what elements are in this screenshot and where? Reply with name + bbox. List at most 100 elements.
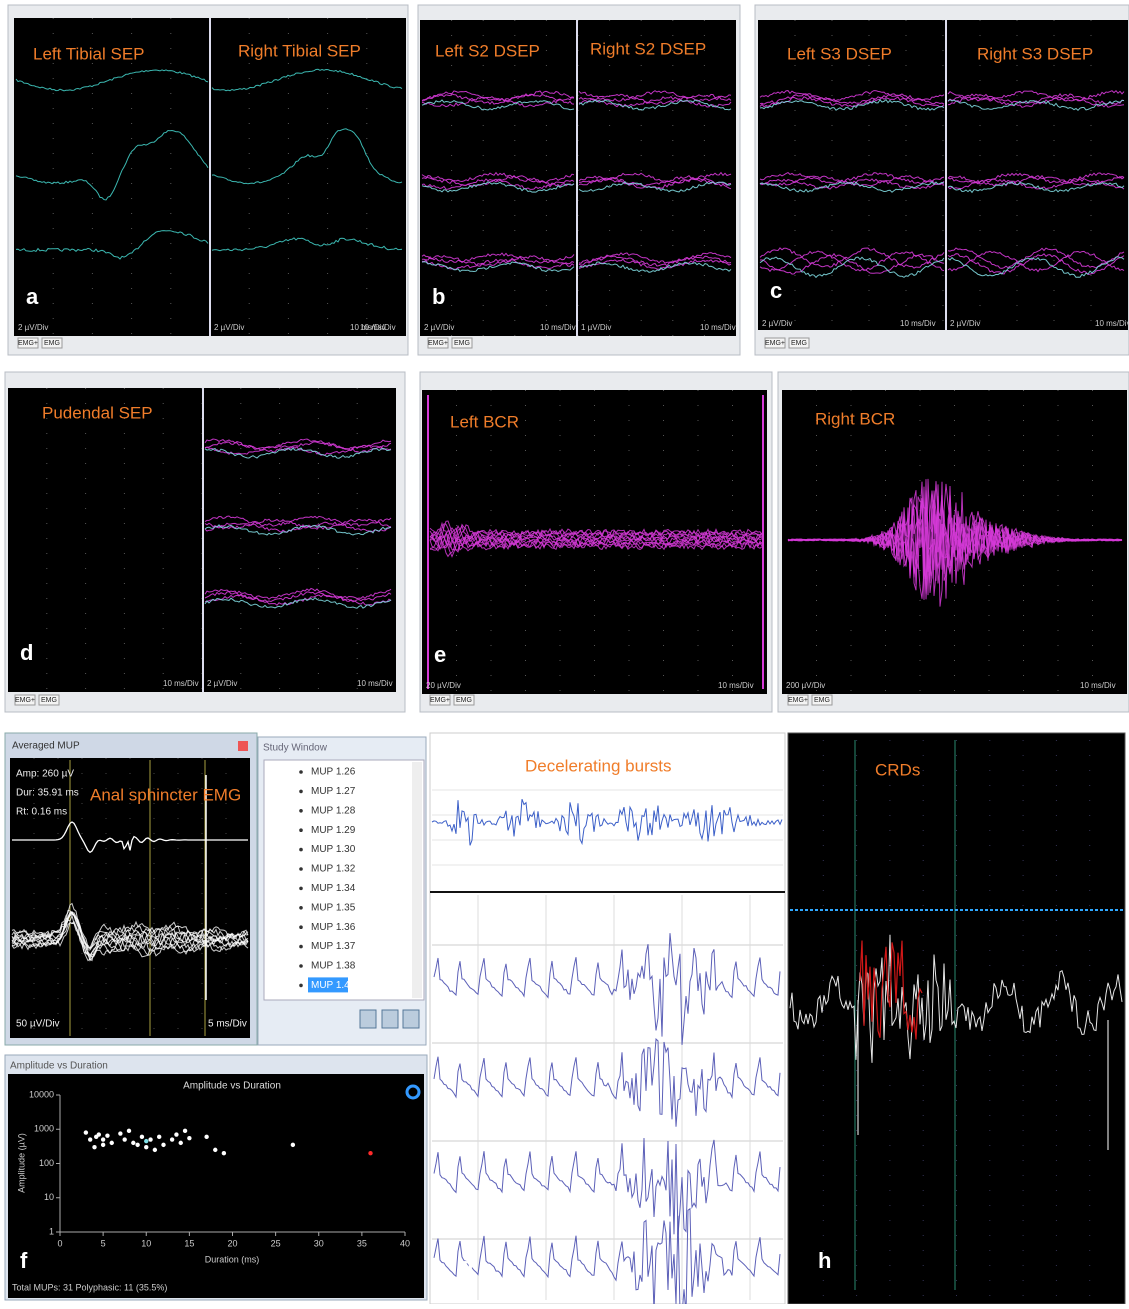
button[interactable] bbox=[453, 694, 475, 706]
panel-title: Right S3 DSEP bbox=[977, 44, 1093, 63]
trace bbox=[578, 180, 732, 193]
trace bbox=[421, 174, 575, 188]
trace bbox=[433, 933, 781, 1045]
y-tick-label: 100 bbox=[39, 1158, 54, 1168]
button[interactable] bbox=[17, 337, 39, 349]
trace bbox=[204, 518, 392, 530]
nav-button[interactable] bbox=[402, 1009, 420, 1029]
button-label[interactable]: EMG bbox=[456, 697, 472, 704]
y-tick-label: 1 bbox=[49, 1226, 54, 1236]
list-item[interactable]: MUP 1.32 bbox=[311, 864, 356, 875]
trace bbox=[431, 799, 783, 846]
list-item[interactable]: MUP 1.34 bbox=[311, 883, 356, 894]
button[interactable] bbox=[41, 337, 63, 349]
list-item[interactable]: MUP 1.35 bbox=[311, 902, 356, 913]
nav-button[interactable] bbox=[381, 1009, 399, 1029]
button-label[interactable]: EMG bbox=[41, 697, 57, 704]
x-tick-label: 15 bbox=[184, 1238, 194, 1248]
list-item[interactable]: MUP 1.30 bbox=[311, 844, 356, 855]
button-label[interactable]: EMG+ bbox=[428, 340, 448, 347]
button[interactable] bbox=[811, 694, 833, 706]
button-label[interactable]: EMG bbox=[44, 340, 60, 347]
button[interactable] bbox=[429, 694, 451, 706]
trace bbox=[204, 444, 392, 456]
x-tick-label: 10 bbox=[141, 1238, 151, 1248]
button-label[interactable]: EMG+ bbox=[430, 697, 450, 704]
scale-label: 2 µV/Div bbox=[18, 323, 48, 332]
button-label[interactable]: EMG bbox=[454, 340, 470, 347]
trace bbox=[429, 532, 763, 552]
button-label[interactable]: EMG+ bbox=[765, 340, 785, 347]
trace bbox=[759, 181, 945, 193]
panel-title: CRDs bbox=[875, 760, 920, 779]
trace bbox=[421, 90, 575, 102]
trace bbox=[421, 252, 575, 264]
window-header: Averaged MUP bbox=[12, 741, 80, 752]
trace bbox=[421, 93, 575, 105]
trace bbox=[211, 128, 403, 185]
trace bbox=[421, 181, 575, 193]
scrollbar bbox=[412, 762, 422, 998]
plot-area bbox=[758, 20, 1128, 330]
scale-label: 10 ms/Div bbox=[540, 323, 576, 332]
point bbox=[126, 1128, 132, 1134]
scale-label: 2 µV/Div bbox=[207, 679, 237, 688]
point bbox=[221, 1150, 227, 1156]
trace bbox=[433, 1137, 781, 1235]
point bbox=[100, 1142, 106, 1148]
button-label[interactable]: EMG+ bbox=[15, 697, 35, 704]
button[interactable] bbox=[764, 337, 786, 349]
button[interactable] bbox=[38, 694, 60, 706]
button-label[interactable]: EMG+ bbox=[18, 340, 38, 347]
point bbox=[204, 1134, 209, 1140]
trace bbox=[759, 172, 945, 184]
button-label[interactable]: EMG+ bbox=[788, 697, 808, 704]
list-item[interactable]: MUP 1.37 bbox=[311, 941, 356, 952]
list-item[interactable]: MUP 1.27 bbox=[311, 786, 356, 797]
bullet bbox=[299, 847, 303, 852]
trace bbox=[204, 524, 392, 536]
bullet bbox=[299, 964, 303, 968]
panel-letter: a bbox=[26, 284, 39, 309]
list-item[interactable]: MUP 1.26 bbox=[311, 767, 356, 778]
trace bbox=[578, 99, 732, 111]
point bbox=[118, 1131, 123, 1136]
trace bbox=[947, 172, 1125, 184]
panel-title: Left S2 DSEP bbox=[435, 41, 540, 60]
list-item[interactable]: MUP 1.29 bbox=[311, 825, 356, 836]
list-item[interactable]: MUP 1.28 bbox=[311, 805, 356, 816]
close-button[interactable] bbox=[238, 741, 248, 751]
settings-icon[interactable] bbox=[405, 1084, 421, 1100]
x-tick-label: 35 bbox=[357, 1238, 367, 1248]
button[interactable] bbox=[787, 694, 809, 706]
bullet bbox=[299, 789, 303, 794]
trace bbox=[759, 178, 945, 190]
scale-label: 10 ms/Div bbox=[1080, 681, 1116, 690]
list-item[interactable]: MUP 1.41 bbox=[311, 980, 356, 991]
trace bbox=[433, 1038, 781, 1127]
nav-button[interactable] bbox=[359, 1009, 377, 1029]
point bbox=[213, 1147, 218, 1153]
button-label[interactable]: EMG bbox=[791, 340, 807, 347]
scale-label: 200 µV/Div bbox=[786, 681, 825, 690]
list-item[interactable]: MUP 1.36 bbox=[311, 922, 356, 933]
point bbox=[139, 1134, 145, 1140]
point bbox=[187, 1135, 192, 1141]
trace bbox=[578, 178, 732, 190]
button[interactable] bbox=[14, 694, 36, 706]
button[interactable] bbox=[788, 337, 810, 349]
selected-item[interactable] bbox=[308, 977, 348, 993]
button[interactable] bbox=[451, 337, 473, 349]
trace bbox=[578, 255, 732, 267]
point bbox=[144, 1144, 149, 1150]
trace bbox=[15, 230, 209, 260]
trace bbox=[204, 521, 392, 533]
x-tick-label: 20 bbox=[227, 1238, 237, 1248]
button-label[interactable]: EMG bbox=[814, 697, 830, 704]
button[interactable] bbox=[427, 337, 449, 349]
trace bbox=[421, 171, 575, 185]
list-item[interactable]: MUP 1.38 bbox=[311, 961, 356, 972]
bullet bbox=[299, 944, 303, 949]
panel-letter: d bbox=[20, 640, 33, 665]
